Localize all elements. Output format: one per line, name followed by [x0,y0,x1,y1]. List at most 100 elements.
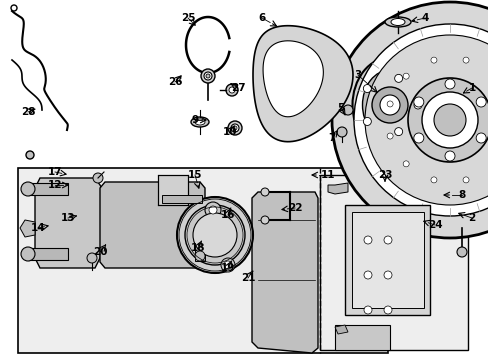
Circle shape [386,133,392,139]
Text: 18: 18 [190,243,205,253]
Circle shape [462,57,468,63]
Ellipse shape [362,70,417,140]
Circle shape [177,197,252,273]
Circle shape [331,2,488,238]
Circle shape [221,258,235,272]
Bar [345,205,429,315]
Circle shape [261,188,268,196]
Circle shape [430,57,436,63]
Circle shape [407,78,488,162]
Polygon shape [35,178,105,268]
Circle shape [232,126,237,130]
Circle shape [413,97,423,107]
Circle shape [230,124,239,132]
Circle shape [26,151,34,159]
Circle shape [227,121,242,135]
Circle shape [204,202,221,218]
Text: 11: 11 [320,170,335,180]
Circle shape [195,251,204,261]
Text: 5: 5 [337,103,344,113]
Circle shape [462,177,468,183]
Text: 19: 19 [221,263,235,273]
Bar [28,183,68,195]
Circle shape [363,85,370,93]
Ellipse shape [352,58,427,153]
Text: 28: 28 [20,107,35,117]
Circle shape [184,205,244,265]
Circle shape [383,236,391,244]
Circle shape [444,151,454,161]
Polygon shape [327,183,347,194]
Circle shape [21,182,35,196]
Text: 4: 4 [421,13,428,23]
Text: 12: 12 [48,180,62,190]
Text: 14: 14 [31,223,45,233]
Circle shape [363,306,371,314]
Polygon shape [100,182,204,268]
Circle shape [444,79,454,89]
Circle shape [11,5,17,11]
Circle shape [353,24,488,216]
Circle shape [364,35,488,205]
Bar [319,175,467,350]
Text: 15: 15 [187,170,202,180]
Circle shape [363,236,371,244]
Ellipse shape [390,18,404,26]
Circle shape [421,92,477,148]
Circle shape [193,213,237,257]
Text: 10: 10 [223,127,237,137]
Text: 6: 6 [258,13,265,23]
Circle shape [394,75,402,82]
Bar [195,243,204,261]
Circle shape [228,87,235,93]
Circle shape [205,74,209,78]
Text: 21: 21 [240,273,255,283]
Text: 24: 24 [427,220,442,230]
Bar [158,175,187,205]
Ellipse shape [195,119,204,125]
Text: 26: 26 [167,77,182,87]
Polygon shape [251,192,317,353]
Circle shape [413,133,423,143]
Bar [351,212,423,308]
Polygon shape [334,325,347,334]
Circle shape [224,261,231,269]
Polygon shape [263,41,323,117]
Circle shape [203,72,212,80]
Ellipse shape [384,17,410,27]
Circle shape [383,306,391,314]
Circle shape [363,271,371,279]
Circle shape [475,97,485,107]
Text: 25: 25 [181,13,195,23]
Text: 17: 17 [48,167,62,177]
Text: 13: 13 [61,213,75,223]
Bar [18,168,387,353]
Text: 2: 2 [468,213,475,223]
Circle shape [201,69,215,83]
Circle shape [371,87,407,123]
Circle shape [402,161,408,167]
Circle shape [261,216,268,224]
Circle shape [456,247,466,257]
Circle shape [386,101,392,107]
Text: 27: 27 [230,83,245,93]
Text: 22: 22 [287,203,302,213]
Text: 20: 20 [93,247,107,257]
Circle shape [430,177,436,183]
Circle shape [475,133,485,143]
Polygon shape [252,26,352,142]
Bar [334,325,389,350]
Circle shape [394,128,402,136]
Circle shape [363,117,370,125]
Text: 23: 23 [377,170,391,180]
Text: 1: 1 [468,83,475,93]
Ellipse shape [191,117,208,127]
Circle shape [413,101,421,109]
Circle shape [379,95,399,115]
Text: 3: 3 [354,70,361,80]
Circle shape [383,271,391,279]
Circle shape [336,127,346,137]
Bar [28,248,68,260]
Circle shape [402,73,408,79]
Circle shape [433,104,465,136]
